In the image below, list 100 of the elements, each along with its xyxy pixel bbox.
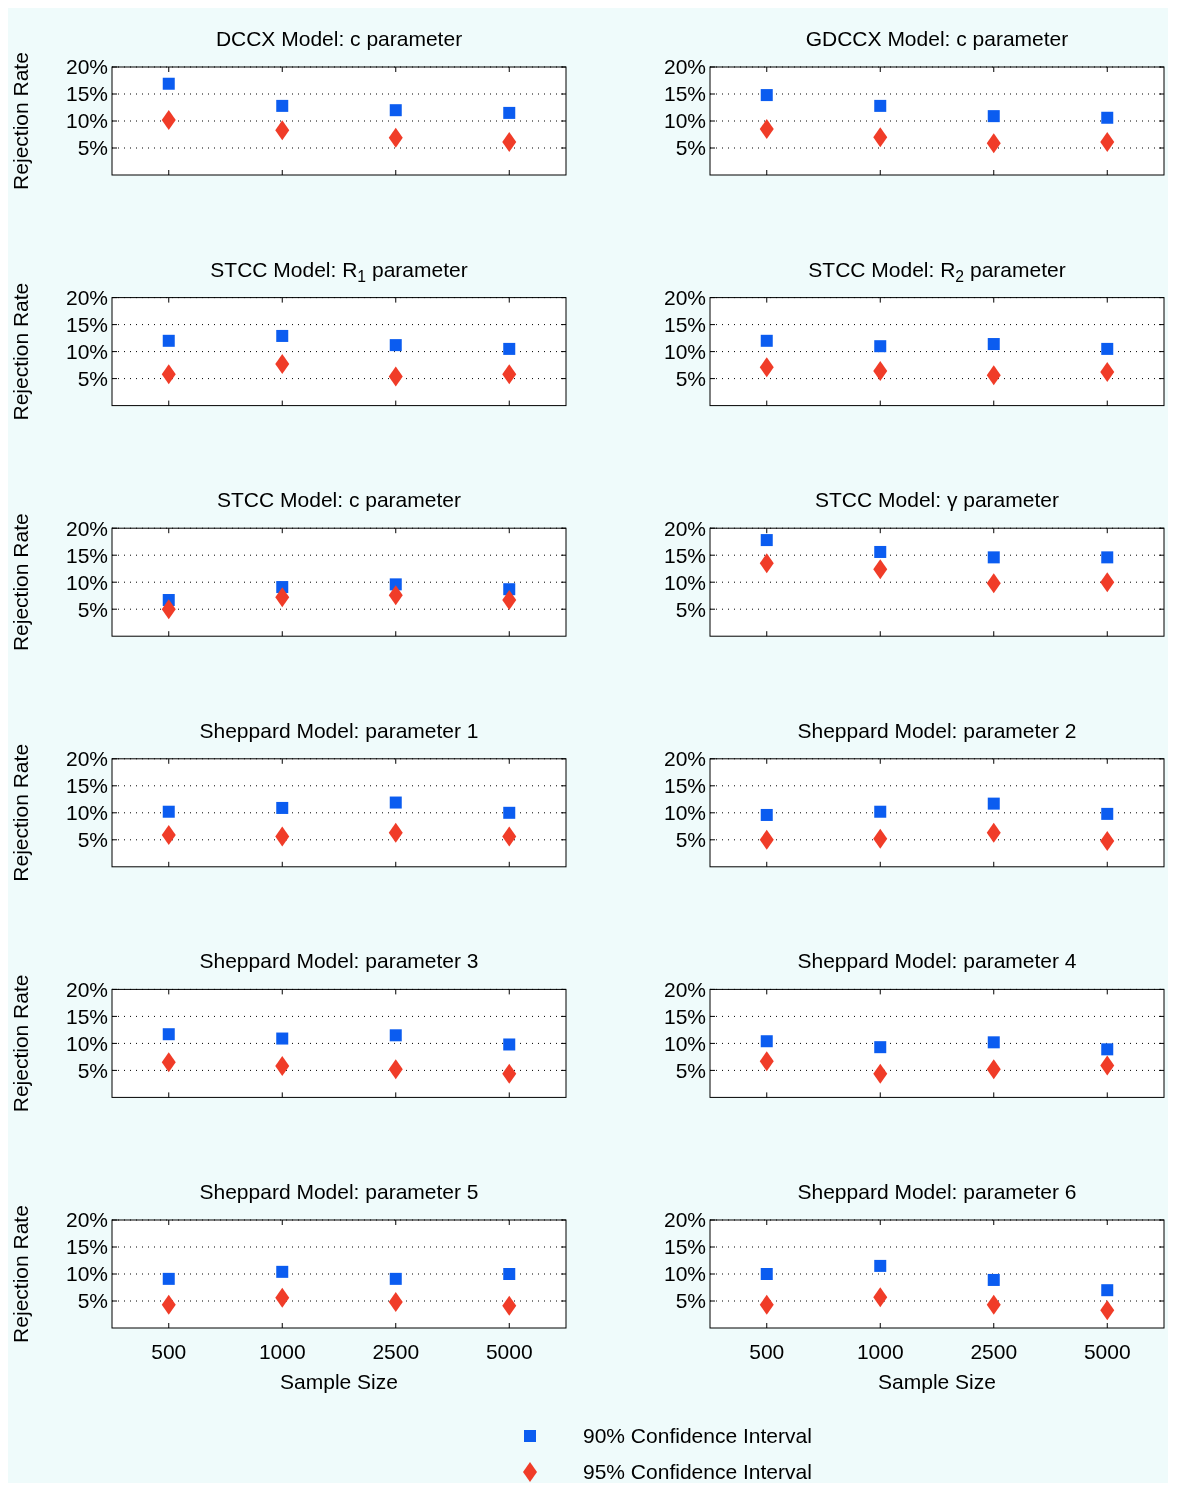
y-tick-label: 20% bbox=[663, 1208, 706, 1232]
point bbox=[388, 1059, 403, 1080]
point bbox=[873, 1063, 888, 1084]
point bbox=[502, 826, 517, 847]
y-tick-label: 5% bbox=[675, 1289, 706, 1313]
point bbox=[275, 587, 290, 608]
y-tick-label: 20% bbox=[663, 516, 706, 540]
y-tick-label: 15% bbox=[65, 1235, 108, 1259]
y-tick-label: 5% bbox=[77, 366, 108, 390]
y-tick-label: 5% bbox=[77, 136, 108, 160]
chart-title: Sheppard Model: parameter 6 bbox=[797, 1180, 1077, 1203]
chart-title: GDCCX Model: c parameter bbox=[805, 27, 1069, 50]
y-tick-label: 20% bbox=[65, 285, 108, 309]
point bbox=[986, 573, 1001, 594]
point bbox=[161, 1052, 176, 1073]
chart-title: STCC Model: R$_{2}$ parameter bbox=[808, 257, 1066, 285]
point bbox=[161, 364, 176, 385]
point bbox=[388, 127, 403, 148]
point bbox=[759, 553, 774, 574]
point bbox=[759, 119, 774, 140]
point bbox=[503, 342, 516, 355]
y-tick-label: 5% bbox=[77, 1058, 108, 1082]
point bbox=[503, 1268, 516, 1280]
point bbox=[760, 534, 773, 547]
point bbox=[874, 99, 887, 112]
y-tick-label: 10% bbox=[663, 1262, 706, 1286]
point bbox=[1101, 1284, 1114, 1297]
point bbox=[873, 127, 888, 148]
point bbox=[873, 559, 888, 580]
y-tick-label: 15% bbox=[663, 774, 706, 798]
x-tick-label: 2500 bbox=[372, 1340, 420, 1363]
chart-title: Sheppard Model: parameter 2 bbox=[797, 718, 1077, 742]
legend-label: 95% Confidence Interval bbox=[583, 1460, 812, 1484]
point bbox=[987, 110, 1000, 123]
point bbox=[874, 545, 887, 558]
point bbox=[759, 357, 774, 378]
point bbox=[987, 551, 1000, 564]
point bbox=[389, 1029, 402, 1042]
point bbox=[502, 1295, 517, 1316]
y-tick-label: 5% bbox=[675, 366, 706, 390]
point bbox=[874, 1259, 887, 1272]
chart-title: Sheppard Model: parameter 4 bbox=[797, 949, 1077, 973]
point bbox=[760, 334, 773, 347]
x-tick-label: 5000 bbox=[1083, 1340, 1131, 1363]
y-tick-label: 20% bbox=[65, 977, 108, 1001]
x-tick-label: 500 bbox=[749, 1340, 785, 1363]
point bbox=[1101, 111, 1114, 124]
point bbox=[502, 1063, 517, 1084]
point bbox=[275, 1287, 290, 1308]
point bbox=[162, 334, 175, 347]
x-axis-title: Sample Size bbox=[878, 1370, 996, 1393]
y-tick-label: 10% bbox=[65, 339, 108, 363]
point bbox=[161, 824, 176, 845]
point bbox=[874, 805, 887, 818]
x-tick-label: 2500 bbox=[970, 1340, 1018, 1363]
point bbox=[276, 801, 289, 814]
point bbox=[987, 338, 1000, 351]
chart-title: STCC Model: c parameter bbox=[217, 488, 461, 512]
point bbox=[759, 1051, 774, 1072]
point bbox=[161, 599, 176, 620]
y-tick-label: 20% bbox=[65, 747, 108, 771]
y-tick-label: 20% bbox=[663, 55, 706, 79]
point bbox=[276, 329, 289, 342]
point bbox=[1100, 1300, 1115, 1321]
x-tick-label: 1000 bbox=[856, 1340, 904, 1363]
y-tick-label: 10% bbox=[65, 570, 108, 594]
y-tick-label: 10% bbox=[663, 339, 706, 363]
point bbox=[1101, 807, 1114, 820]
point bbox=[502, 364, 517, 385]
chart-title: STCC Model: R$_{1}$ parameter bbox=[210, 257, 468, 285]
chart-title: Sheppard Model: parameter 5 bbox=[199, 1180, 479, 1203]
point bbox=[389, 796, 402, 809]
y-tick-label: 20% bbox=[663, 285, 706, 309]
y-tick-label: 20% bbox=[663, 977, 706, 1001]
point bbox=[161, 109, 176, 130]
x-axis-title: Sample Size bbox=[280, 1370, 398, 1393]
point bbox=[1101, 342, 1114, 355]
x-tick-label: 1000 bbox=[258, 1340, 306, 1363]
y-tick-label: 10% bbox=[663, 801, 706, 825]
point bbox=[276, 99, 289, 112]
point bbox=[388, 366, 403, 387]
point bbox=[162, 1272, 175, 1285]
point bbox=[275, 826, 290, 847]
y-tick-label: 15% bbox=[65, 543, 108, 567]
y-tick-label: 10% bbox=[65, 801, 108, 825]
y-tick-label: 5% bbox=[77, 828, 108, 852]
y-tick-label: 15% bbox=[663, 1235, 706, 1259]
point bbox=[873, 1287, 888, 1308]
y-tick-label: 5% bbox=[675, 828, 706, 852]
y-tick-label: 5% bbox=[77, 597, 108, 621]
point bbox=[873, 828, 888, 849]
point bbox=[987, 797, 1000, 810]
y-tick-label: 15% bbox=[65, 82, 108, 106]
point bbox=[1100, 830, 1115, 851]
y-tick-label: 20% bbox=[65, 55, 108, 79]
y-tick-label: 15% bbox=[65, 1004, 108, 1028]
y-tick-label: 10% bbox=[663, 109, 706, 133]
point bbox=[760, 89, 773, 102]
y-tick-label: 5% bbox=[675, 136, 706, 160]
y-axis-title: Rejection Rate bbox=[9, 974, 32, 1113]
